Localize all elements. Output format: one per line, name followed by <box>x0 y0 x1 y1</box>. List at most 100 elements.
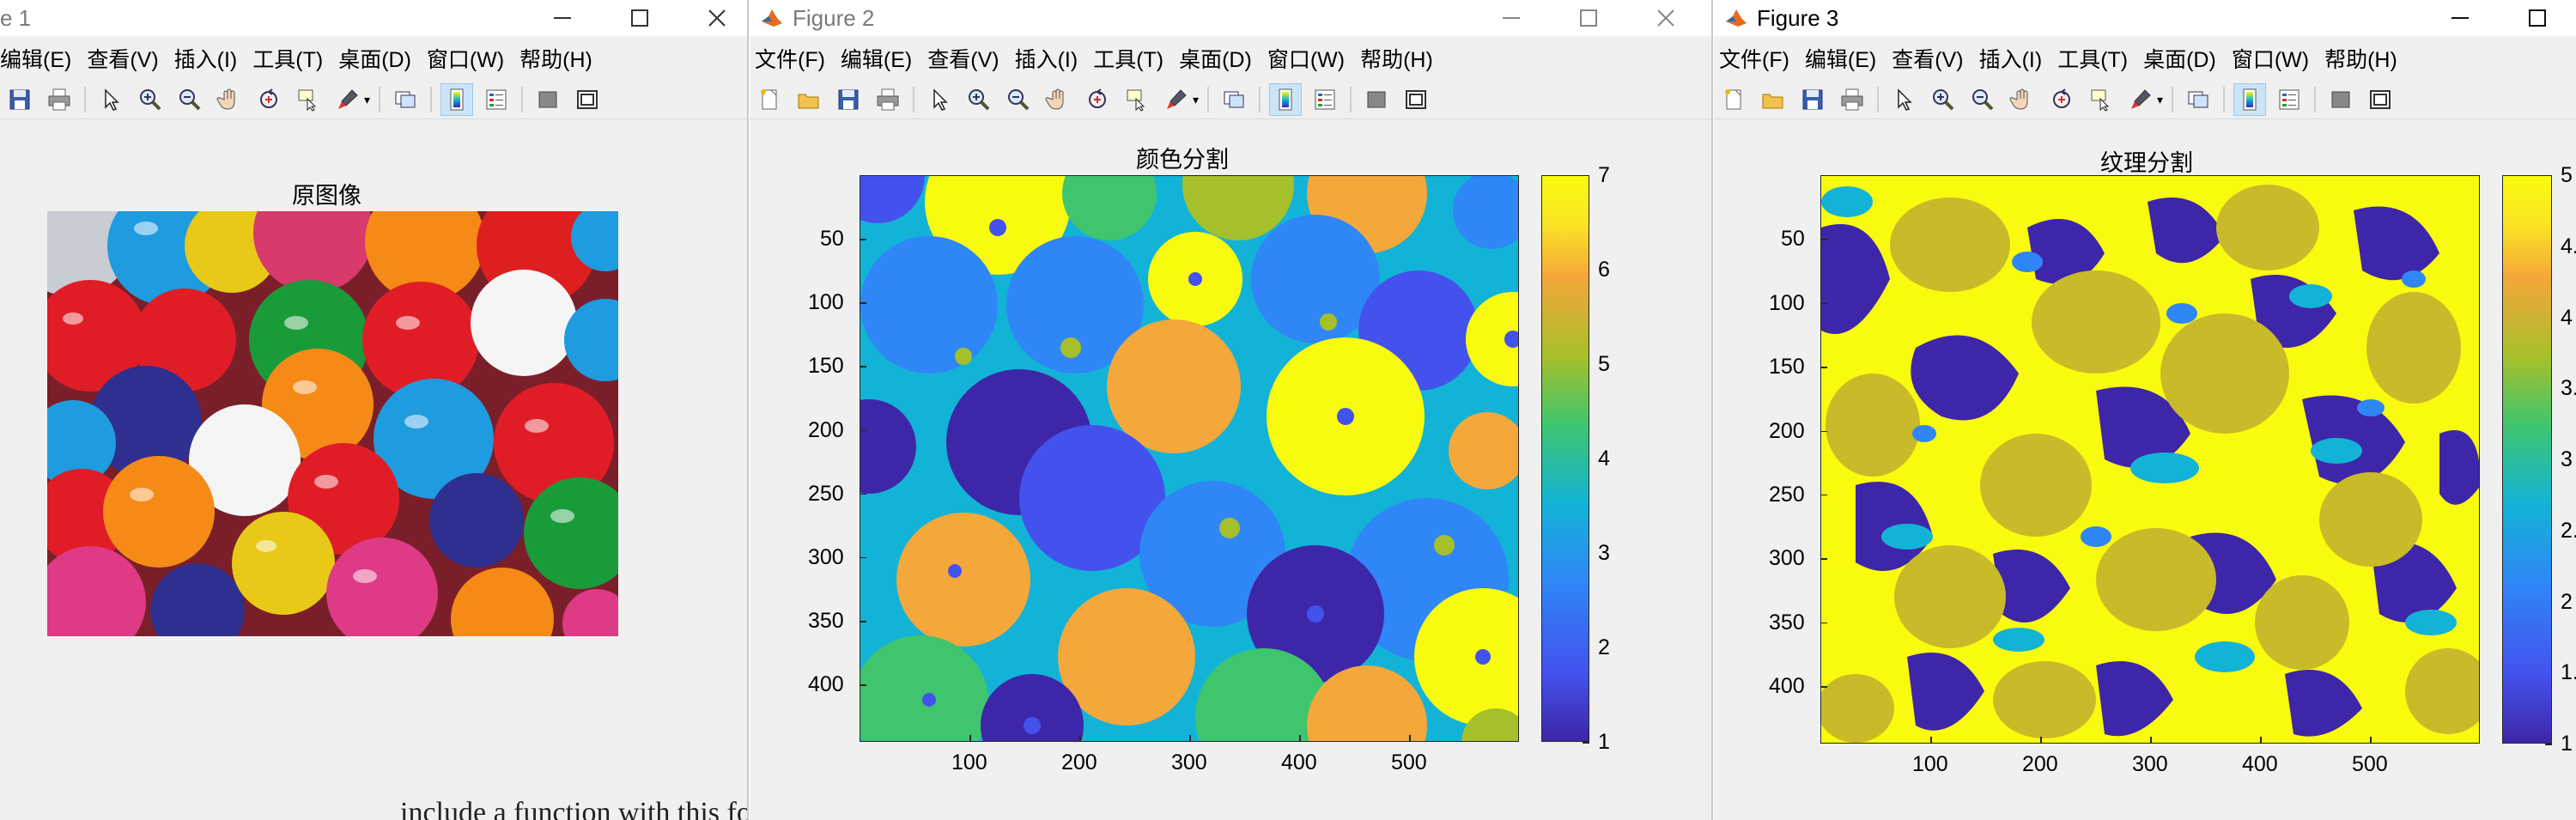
legend-button[interactable] <box>480 83 513 116</box>
menu-insert[interactable]: 插入(I) <box>1978 48 2043 72</box>
menu-file[interactable]: 文件(F) <box>1719 48 1789 72</box>
select-arrow-button[interactable] <box>94 83 127 116</box>
color-segmentation-axes[interactable] <box>860 175 1519 742</box>
minimize-button[interactable] <box>2421 0 2499 36</box>
zoom-out-icon <box>1005 87 1031 112</box>
menu-tools[interactable]: 工具(T) <box>1093 48 1164 72</box>
link-plot-icon <box>2185 87 2211 112</box>
open-button[interactable] <box>793 83 825 116</box>
show-plot-tools-button[interactable] <box>2364 83 2397 116</box>
close-button[interactable] <box>1627 0 1704 36</box>
figure-1-titlebar[interactable]: e 1 <box>0 0 747 36</box>
show-plot-tools-button[interactable] <box>1400 83 1432 116</box>
colorbar[interactable] <box>2502 175 2552 744</box>
print-button[interactable] <box>43 83 76 116</box>
menu-window[interactable]: 窗口(W) <box>2231 48 2310 72</box>
colorbar-button[interactable] <box>1269 83 1303 116</box>
print-button[interactable] <box>1836 83 1868 116</box>
save-button[interactable] <box>3 83 36 116</box>
hide-plot-tools-button[interactable] <box>532 83 564 116</box>
data-cursor-button[interactable] <box>1121 83 1153 116</box>
save-button[interactable] <box>1796 83 1829 116</box>
show-plot-tools-icon <box>1403 87 1429 112</box>
menu-view[interactable]: 查看(V) <box>1892 48 1964 72</box>
minimize-button[interactable] <box>1473 0 1550 36</box>
maximize-button[interactable] <box>1550 0 1627 36</box>
legend-button[interactable] <box>2273 83 2306 116</box>
select-arrow-button[interactable] <box>1887 83 1920 116</box>
zoom-out-button[interactable] <box>1002 83 1035 116</box>
print-button[interactable] <box>872 83 904 116</box>
menu-desktop[interactable]: 桌面(D) <box>2143 48 2216 72</box>
brush-button[interactable] <box>331 83 364 116</box>
rotate-3d-button[interactable] <box>1081 83 1114 116</box>
link-plot-button[interactable] <box>389 83 422 116</box>
pan-hand-button[interactable] <box>213 83 246 116</box>
show-plot-tools-button[interactable] <box>571 83 604 116</box>
menu-window[interactable]: 窗口(W) <box>426 48 505 72</box>
minimize-button[interactable] <box>524 0 601 36</box>
pan-hand-button[interactable] <box>1042 83 1074 116</box>
legend-icon <box>2276 87 2302 112</box>
y-tick-label: 100 <box>1769 290 1805 315</box>
data-cursor-button[interactable] <box>2085 83 2117 116</box>
maximize-button[interactable] <box>601 0 678 36</box>
brush-dropdown-icon[interactable]: ▾ <box>2157 92 2164 106</box>
select-arrow-button[interactable] <box>923 83 956 116</box>
link-plot-button[interactable] <box>1218 83 1250 116</box>
figure-3-window: Figure 3 文件(F) 编辑(E) 查看(V) 插入(I) 工具(T) 桌… <box>1714 0 2576 820</box>
new-figure-button[interactable] <box>753 83 786 116</box>
y-tick-mark <box>860 239 866 240</box>
menu-help[interactable]: 帮助(H) <box>2324 48 2397 72</box>
link-plot-button[interactable] <box>2182 83 2215 116</box>
menu-edit[interactable]: 编辑(E) <box>0 48 72 72</box>
rotate-3d-button[interactable] <box>252 83 285 116</box>
save-icon <box>835 87 861 112</box>
y-tick-label: 300 <box>808 544 844 569</box>
brush-button[interactable] <box>1160 83 1193 116</box>
rotate-3d-button[interactable] <box>2045 83 2078 116</box>
menu-window[interactable]: 窗口(W) <box>1267 48 1346 72</box>
menu-help[interactable]: 帮助(H) <box>519 48 592 72</box>
data-cursor-button[interactable] <box>292 83 325 116</box>
menu-insert[interactable]: 插入(I) <box>173 48 238 72</box>
legend-button[interactable] <box>1309 83 1341 116</box>
menu-desktop[interactable]: 桌面(D) <box>1179 48 1252 72</box>
zoom-in-button[interactable] <box>1927 83 1959 116</box>
figure-3-titlebar[interactable]: Figure 3 <box>1714 0 2576 36</box>
menu-file[interactable]: 文件(F) <box>755 48 825 72</box>
zoom-out-button[interactable] <box>1966 83 1999 116</box>
texture-segmentation-axes[interactable] <box>1820 175 2480 744</box>
close-button[interactable] <box>678 0 747 36</box>
menu-view[interactable]: 查看(V) <box>927 48 999 72</box>
hide-plot-tools-button[interactable] <box>2324 83 2357 116</box>
menu-view[interactable]: 查看(V) <box>87 48 159 72</box>
menu-tools[interactable]: 工具(T) <box>2057 48 2129 72</box>
data-cursor-icon <box>295 87 321 112</box>
pan-hand-button[interactable] <box>2006 83 2038 116</box>
figure-2-titlebar[interactable]: Figure 2 <box>750 0 1711 36</box>
hide-plot-tools-button[interactable] <box>1360 83 1393 116</box>
menu-desktop[interactable]: 桌面(D) <box>338 48 411 72</box>
colorbar[interactable] <box>1541 175 1589 742</box>
menu-insert[interactable]: 插入(I) <box>1014 48 1078 72</box>
brush-dropdown-icon[interactable]: ▾ <box>364 92 371 106</box>
new-figure-button[interactable] <box>1717 83 1750 116</box>
zoom-out-button[interactable] <box>173 83 206 116</box>
figure-2-title: Figure 2 <box>793 4 875 31</box>
menu-help[interactable]: 帮助(H) <box>1360 48 1433 72</box>
colorbar-tick-label: 5 <box>2561 163 2573 187</box>
brush-dropdown-icon[interactable]: ▾ <box>1193 92 1200 106</box>
zoom-in-button[interactable] <box>134 83 167 116</box>
menu-edit[interactable]: 编辑(E) <box>840 48 913 72</box>
zoom-in-button[interactable] <box>963 83 995 116</box>
maximize-button[interactable] <box>2499 0 2576 36</box>
brush-button[interactable] <box>2124 83 2157 116</box>
colorbar-button[interactable] <box>2233 83 2267 116</box>
menu-tools[interactable]: 工具(T) <box>252 48 324 72</box>
save-button[interactable] <box>832 83 865 116</box>
y-tick-label: 200 <box>1769 418 1805 443</box>
menu-edit[interactable]: 编辑(E) <box>1804 48 1877 72</box>
open-button[interactable] <box>1757 83 1789 116</box>
colorbar-button[interactable] <box>440 83 474 116</box>
